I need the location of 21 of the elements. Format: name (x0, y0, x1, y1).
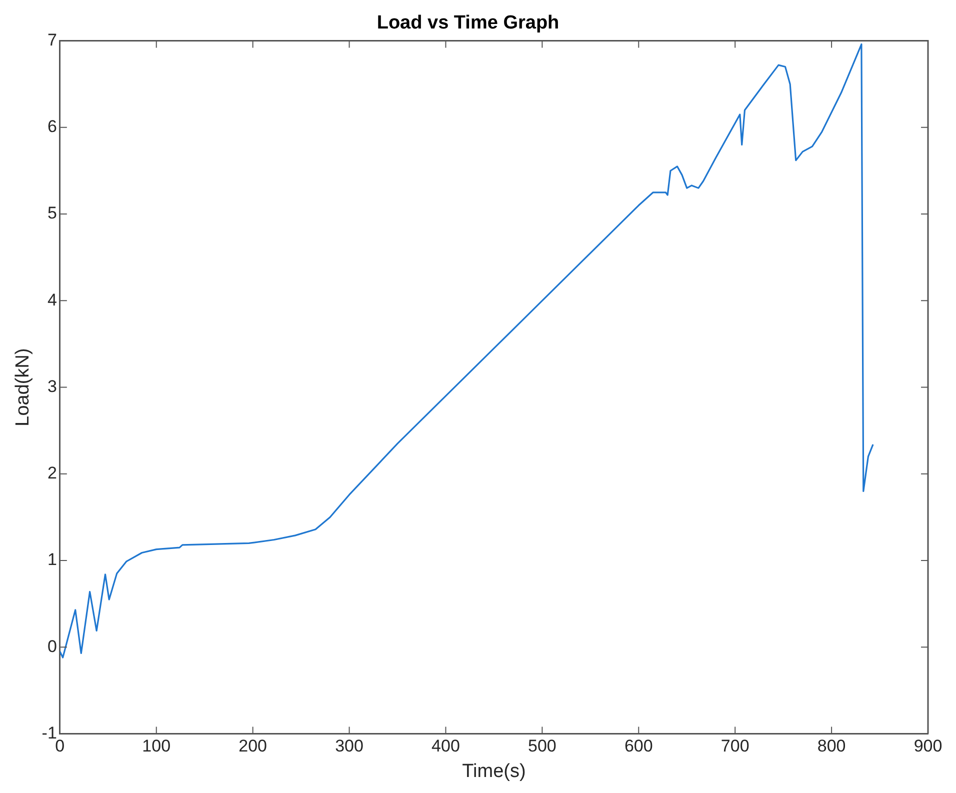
x-tick-label: 900 (914, 736, 942, 756)
x-tick-label: 200 (238, 736, 268, 756)
y-tick-label: -1 (42, 723, 57, 742)
y-tick-label: 6 (47, 117, 57, 136)
x-tick-label: 100 (142, 736, 171, 756)
x-tick-label: 800 (817, 736, 846, 756)
y-tick-label: 7 (47, 30, 57, 50)
y-tick-label: 1 (47, 550, 57, 570)
x-tick-label: 300 (335, 736, 364, 756)
x-tick-label: 400 (432, 736, 460, 756)
y-tick-label: 2 (47, 464, 57, 483)
x-tick-label: 700 (720, 736, 750, 756)
y-tick-label: 0 (47, 636, 57, 656)
x-tick-label: 500 (528, 736, 556, 756)
y-tick-label: 4 (47, 290, 57, 310)
x-tick-label: 600 (624, 736, 653, 756)
y-axis-title: Load(kN) (12, 348, 34, 426)
x-axis-title: Time(s) (462, 760, 526, 782)
y-tick-label: 5 (47, 204, 57, 223)
chart-title: Load vs Time Graph (376, 12, 560, 34)
y-tick-label: 3 (47, 376, 57, 396)
